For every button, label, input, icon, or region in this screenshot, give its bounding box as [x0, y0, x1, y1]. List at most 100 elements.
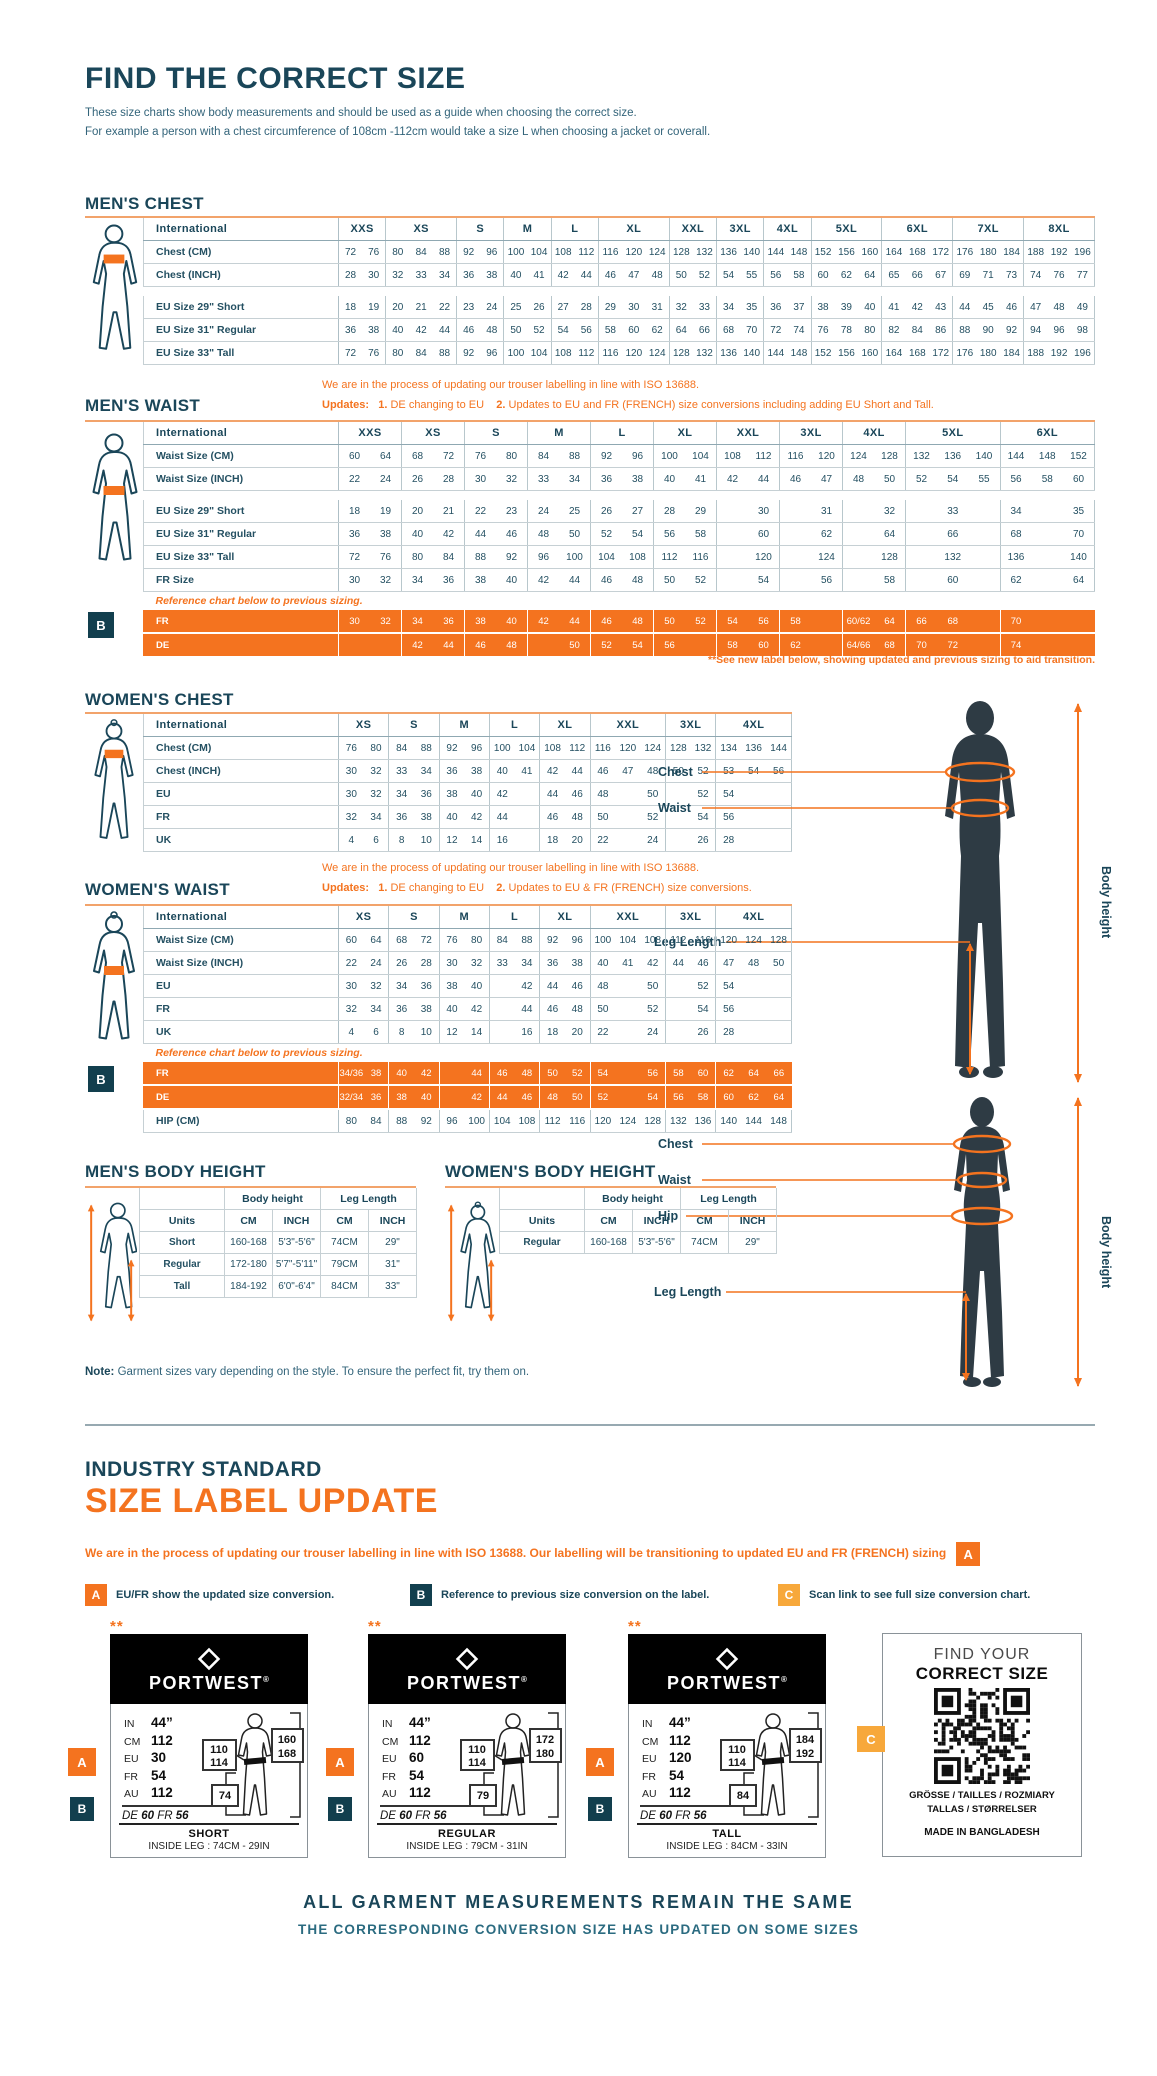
inside-leg-text: INSIDE LEG : 74CM - 29IN [148, 1841, 270, 1852]
size-value: 26 [690, 1020, 716, 1044]
size-value: 46 [590, 568, 622, 592]
industry-kicker: INDUSTRY STANDARD [85, 1458, 322, 1481]
size-value: 45 [976, 296, 1000, 319]
table-row: International XS S M L XL XXL 3XL 4XL [143, 906, 792, 929]
size-group-header: XXL [589, 906, 666, 929]
label-box: PORTWEST® IN 44” CM 112 EU 30 FR 54 AU 112 DE 60 … [110, 1634, 308, 1858]
size-value: 33 [488, 951, 515, 975]
size-value: 55 [740, 263, 764, 287]
size-value: 124 [645, 240, 670, 264]
size-value: 52 [685, 610, 717, 634]
size-value: 37 [787, 296, 811, 319]
size-value: 21 [433, 500, 465, 523]
size-value: 36 [363, 1085, 389, 1110]
size-value: 92 [590, 444, 622, 468]
size-value: 120 [589, 1109, 616, 1133]
size-value [488, 974, 515, 998]
size-value: 92 [539, 928, 565, 952]
size-value: 79CM [320, 1253, 370, 1276]
size-value: 33" [368, 1275, 418, 1298]
size-value [615, 782, 641, 806]
rule-line [640, 1805, 736, 1807]
size-value: 34 [413, 759, 440, 783]
size-value: 132 [692, 341, 717, 365]
size-value: 73 [1000, 263, 1024, 287]
size-value [665, 1020, 691, 1044]
size-group-header: S [464, 422, 528, 445]
size-value: 68 [874, 633, 906, 658]
divider-line [377, 1823, 557, 1825]
size-value: 56 [715, 805, 741, 829]
female-waist-ellipse [956, 1171, 1008, 1189]
table-row: FR 34/36 38 40 42 44 46 48 50 52 54 56 58 60 62 64 66 [143, 1062, 792, 1086]
label-size-row: FR 54 [642, 1767, 692, 1785]
group-header: Leg Length [320, 1188, 418, 1210]
size-value: 50 [559, 522, 591, 546]
row-label: Regular [139, 1253, 225, 1276]
unit-value: 112 [409, 1785, 431, 1800]
size-value: 34/36 [337, 1062, 364, 1086]
table-row: EU Size 29" Short 18 19 20 21 22 23 24 25 26 27 28 2… [143, 500, 1095, 523]
size-value: 128 [665, 736, 691, 760]
size-value: 100 [589, 928, 616, 952]
size-value: 96 [1047, 318, 1071, 342]
size-value: 98 [1070, 318, 1095, 342]
size-group-header: L [488, 714, 540, 737]
size-value: 28 [653, 500, 685, 523]
size-value: 128 [668, 341, 693, 365]
size-value [370, 633, 402, 658]
note-label: Note: [85, 1366, 115, 1378]
size-value: 4 [337, 1020, 364, 1044]
size-value: 40 [401, 522, 433, 546]
unit-header: CM [584, 1209, 633, 1232]
intro-text: These size charts show body measurements… [85, 104, 710, 142]
qr-info-box: FIND YOUR CORRECT SIZE GRÖSSE / TAILLES … [882, 1633, 1082, 1857]
size-value: 44 [464, 1062, 490, 1086]
update2-text: Updates to EU & FR (FRENCH) size convers… [505, 882, 752, 894]
unit-value: 120 [669, 1750, 692, 1765]
size-value: 68 [937, 610, 969, 634]
row-label: Chest (CM) [143, 240, 339, 264]
size-value [438, 1062, 465, 1086]
label-body: IN 44” CM 112 EU 60 FR 54 AU 112 DE 60 FR 56 110 … [368, 1704, 566, 1858]
size-value: 42 [488, 782, 515, 806]
size-value: 92 [438, 736, 465, 760]
row-label: Short [139, 1231, 225, 1254]
legend-item-a: A EU/FR show the updated size conversion… [85, 1584, 334, 1606]
size-value: 34 [363, 805, 389, 829]
badge-a-inline: A [956, 1542, 981, 1566]
size-value [527, 633, 559, 658]
size-value: 116 [597, 341, 622, 365]
size-value: 10 [413, 828, 440, 852]
size-value [842, 545, 874, 569]
size-value: 96 [564, 928, 591, 952]
size-value: 152 [810, 240, 835, 264]
size-value: 104 [590, 545, 622, 569]
size-group-header: 7XL [952, 218, 1024, 241]
size-value: 60 [338, 444, 370, 468]
size-value: 40 [388, 1062, 414, 1086]
size-value: 35 [740, 296, 764, 319]
size-value [779, 500, 811, 523]
size-value [842, 522, 874, 546]
size-value: 68 [999, 522, 1032, 546]
size-value: 22 [433, 296, 457, 319]
size-value: 108 [514, 1109, 540, 1133]
size-group-header: 5XL [810, 218, 882, 241]
inside-leg-text: INSIDE LEG : 84CM - 33IN [666, 1841, 788, 1852]
size-value: 42 [464, 805, 490, 829]
badge-b-icon: B [410, 1584, 432, 1606]
size-value: 36 [338, 318, 363, 342]
size-value: 40 [385, 318, 410, 342]
size-value: 120 [748, 545, 780, 569]
size-value: 30 [622, 296, 646, 319]
size-value: 128 [874, 444, 906, 468]
size-value [514, 828, 540, 852]
size-value: 56 [748, 610, 780, 634]
brand-name: PORTWEST® [149, 1672, 269, 1693]
size-value: 100 [559, 545, 591, 569]
size-value: 62 [715, 1062, 741, 1086]
size-value [615, 805, 641, 829]
unit-header: INCH [728, 1209, 778, 1232]
size-value: 38 [810, 296, 835, 319]
